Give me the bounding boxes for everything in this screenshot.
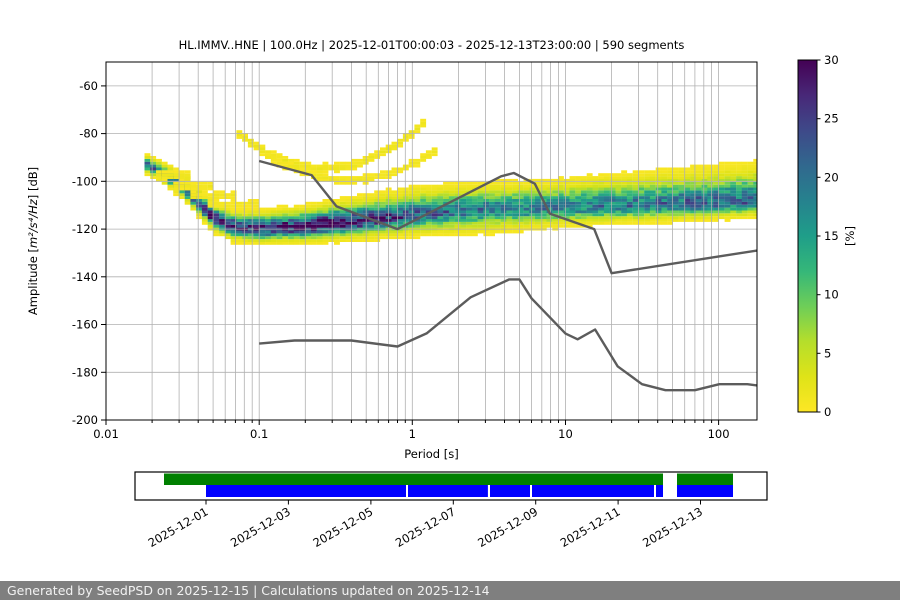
peterson-noise-models bbox=[258, 159, 757, 392]
timeline-blue-segment bbox=[677, 485, 733, 497]
footer-bar: Generated by SeedPSD on 2025-12-15 | Cal… bbox=[0, 581, 900, 600]
x-tick-label: 0.1 bbox=[250, 427, 268, 441]
colorbar-tick-label: 30 bbox=[824, 53, 839, 67]
plot-frame bbox=[105, 61, 758, 421]
timeline-date-label: 2025-12-11 bbox=[558, 504, 623, 550]
x-tick-label: 1 bbox=[409, 427, 416, 441]
y-tick-label: -100 bbox=[72, 174, 98, 188]
timeline-blue-segment bbox=[532, 485, 654, 497]
y-tick-label: -200 bbox=[72, 413, 98, 427]
y-tick-label: -180 bbox=[72, 365, 98, 379]
colorbar-tick-label: 0 bbox=[824, 405, 831, 419]
grid-lines bbox=[105, 62, 757, 420]
colorbar-tick-label: 15 bbox=[824, 229, 839, 243]
timeline-date-label: 2025-12-07 bbox=[393, 504, 458, 550]
x-tick-label: 10 bbox=[558, 427, 573, 441]
timeline-blue-segment bbox=[490, 485, 530, 497]
timeline-date-label: 2025-12-05 bbox=[311, 504, 376, 550]
timeline-date-label: 2025-12-13 bbox=[640, 504, 705, 550]
ppsd-plot-canvas: 0.01 0.1 1 10 100-60-80-100-120-140-160-180-… bbox=[26, 53, 857, 550]
y-tick-label: -60 bbox=[79, 79, 98, 93]
axis-tick-labels: 0.01 0.1 1 10 100 -60 -80 -100 -120 -140 -160 -180 -… bbox=[72, 79, 730, 441]
x-tick-label: 0.01 bbox=[93, 427, 119, 441]
noise-model-nlnm bbox=[259, 278, 757, 392]
y-tick-label: -140 bbox=[72, 270, 98, 284]
timeline-date-label: 2025-12-03 bbox=[228, 504, 293, 550]
noise-model-nhnm bbox=[258, 159, 757, 275]
coverage-timeline: 2025-12-01 2025-12-03 2025-12-05 2025-12-07… bbox=[134, 471, 768, 550]
y-tick-label: -160 bbox=[72, 318, 98, 332]
colorbar-tick-label: 20 bbox=[824, 170, 839, 184]
timeline-blue-segment bbox=[206, 485, 406, 497]
x-tick-label: 100 bbox=[708, 427, 730, 441]
timeline-date-label: 2025-12-09 bbox=[475, 504, 540, 550]
timeline-green-segment bbox=[677, 473, 733, 485]
colorbar-gradient bbox=[798, 60, 817, 412]
footer-text: Generated by SeedPSD on 2025-12-15 | Cal… bbox=[7, 583, 490, 598]
colorbar-tick-label: 10 bbox=[824, 288, 839, 302]
y-tick-label: -80 bbox=[79, 127, 98, 141]
colorbar-tick-label: 25 bbox=[824, 112, 839, 126]
chart-title: HL.IMMV..HNE | 100.0Hz | 2025-12-01T00:0… bbox=[178, 38, 685, 52]
timeline-green-segment bbox=[164, 473, 663, 485]
timeline-blue-segment bbox=[656, 485, 663, 497]
y-tick-label: -120 bbox=[72, 222, 98, 236]
colorbar-tick-label: 5 bbox=[824, 346, 831, 360]
axis-ticks bbox=[101, 85, 720, 425]
x-axis-label: Period [s] bbox=[404, 447, 458, 461]
y-axis-label: Amplitude [m²/s⁴/Hz] [dB] bbox=[26, 167, 40, 315]
colorbar-ticks: 0 5 10 15 20 25 30 bbox=[817, 53, 839, 419]
ppsd-heatmap bbox=[144, 118, 757, 245]
colorbar-label: [%] bbox=[843, 226, 857, 246]
timeline-date-label: 2025-12-01 bbox=[146, 504, 211, 550]
timeline-blue-segment bbox=[408, 485, 488, 497]
